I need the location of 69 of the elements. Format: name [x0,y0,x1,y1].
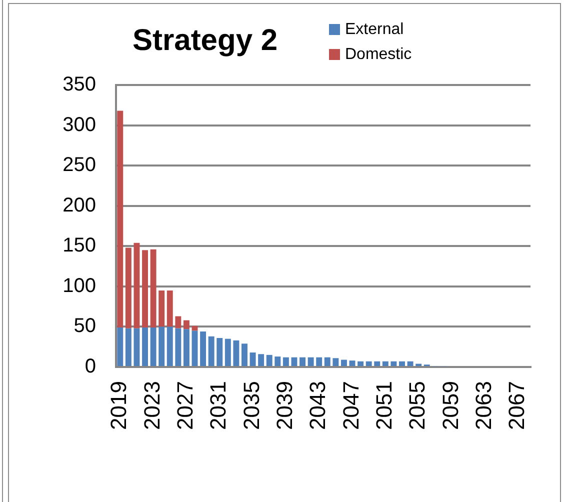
bar [183,320,190,330]
bar [192,330,198,366]
bar [117,110,124,328]
x-tick-label: 2059 [438,381,463,430]
y-tick-label: 250 [62,154,96,176]
bar [266,354,272,366]
bar [274,356,281,366]
bar [349,360,356,366]
bar [250,352,256,366]
x-tick-label: 2047 [338,381,364,430]
bar [175,328,182,366]
x-tick-label: 2027 [172,381,198,430]
bar [242,344,248,366]
bar [150,328,156,366]
bar [166,290,173,327]
x-tick-label: 2039 [272,381,297,430]
bar [407,361,414,366]
bar [308,357,314,366]
bar [134,328,140,366]
bar [374,361,380,366]
bar [142,250,148,328]
y-tick-label: 0 [84,356,96,378]
y-tick-label: 100 [62,274,96,297]
bar [399,361,405,366]
bar [366,361,372,366]
bar [183,329,190,366]
bar [200,332,206,366]
bar [208,336,214,366]
bar [258,354,264,366]
bar [166,326,173,366]
legend-label: Domestic [345,46,412,64]
bar [158,290,165,327]
bar [125,248,132,328]
bar [300,357,306,366]
bar [324,357,330,366]
legend-label: External [345,20,404,38]
bar [340,360,347,366]
bar [175,316,182,328]
y-tick-label: 350 [62,74,96,96]
x-tick-label: 2051 [371,381,396,430]
bar [216,338,223,366]
bar [390,361,397,366]
bar [150,249,156,328]
bar [117,328,124,366]
bar [316,357,322,366]
x-tick-label: 2023 [139,381,164,430]
bar [224,338,231,366]
y-tick-label: 300 [62,114,96,136]
chart-title: Strategy 2 [131,24,279,58]
bar [291,357,298,366]
y-tick-label: 200 [62,194,96,216]
y-tick-label: 50 [74,315,96,338]
bar [382,361,388,366]
x-tick-label: 2019 [106,381,132,430]
x-tick-label: 2055 [404,381,430,430]
x-tick-label: 2067 [504,381,530,430]
x-tick-label: 2063 [470,381,496,430]
bar [158,326,165,366]
bar [332,358,339,366]
x-tick-label: 2035 [238,381,264,430]
bar [358,361,364,366]
y-tick-label: 150 [62,234,96,257]
bar [282,357,289,366]
x-tick-label: 2043 [305,381,330,430]
x-tick-label: 2031 [206,381,231,430]
bar [134,242,140,328]
bar [142,328,148,366]
bar [125,328,132,366]
bar [233,340,240,366]
